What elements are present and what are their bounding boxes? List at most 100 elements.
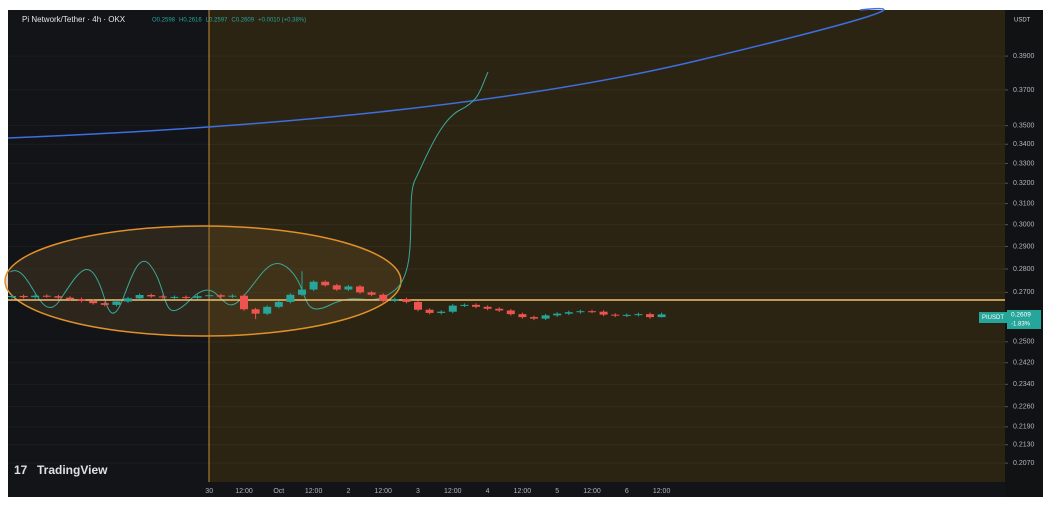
candle-body (356, 286, 364, 293)
y-tick-label: 0.3500 (1013, 122, 1035, 129)
candle-body (112, 301, 121, 305)
candle-body (100, 303, 109, 305)
y-tick-label: 0.2500 (1013, 339, 1035, 346)
y-tick-label: 0.2340 (1013, 381, 1035, 388)
candle-body (437, 311, 446, 313)
y-tick-label: 0.2700 (1013, 289, 1035, 296)
candle-body (448, 305, 457, 312)
x-tick-label: 12:00 (514, 488, 532, 495)
x-tick-label: 12:00 (583, 488, 601, 495)
candle-body (19, 295, 28, 298)
candle-body (31, 295, 40, 298)
candle-body (332, 285, 341, 290)
y-tick-label: 0.3200 (1013, 180, 1035, 187)
y-tick-label: 0.2190 (1013, 424, 1035, 431)
y-tick-label: 0.2900 (1013, 243, 1035, 250)
candle-body (588, 311, 596, 313)
candle-body (576, 311, 585, 313)
x-tick-label: 5 (555, 488, 559, 495)
y-tick-label: 0.3000 (1013, 222, 1035, 229)
candle-body (367, 292, 376, 295)
legend-value: +0.0010 (+0.38%) (258, 18, 306, 24)
candle-body (240, 295, 248, 310)
candle-body (506, 310, 515, 315)
y-tick-label: 0.2260 (1013, 404, 1035, 411)
ohlc-legend: O0.2598 H0.2616 L0.2597 C0.2609 +0.0010 (+0.… (152, 18, 306, 24)
candle-body (472, 304, 480, 307)
symbol-label: PIUSDT (982, 315, 1004, 321)
ellipse-drawing (4, 225, 402, 337)
chart-title: Pi Network/Tether · 4h · OKX (22, 15, 126, 24)
legend-value: L0.2597 (206, 18, 228, 24)
y-tick-label: 0.3700 (1013, 87, 1035, 94)
candles (8, 271, 666, 321)
y-tick-label: 0.2800 (1013, 266, 1035, 273)
candle-body (657, 314, 666, 318)
y-tick-label: 0.3100 (1013, 200, 1035, 207)
candle-body (425, 309, 434, 313)
grid (8, 55, 1005, 464)
candle-body (379, 294, 388, 301)
candle-body (228, 295, 237, 297)
y-tick-label: 0.3300 (1013, 160, 1035, 167)
candle-body (414, 301, 422, 310)
candle-body (124, 298, 132, 302)
y-tick-label: 0.2130 (1013, 442, 1035, 449)
candle-body (402, 299, 411, 302)
candle-body (344, 286, 353, 290)
candle-body (286, 294, 295, 302)
candle-body (483, 306, 492, 309)
legend-value: C0.2609 (231, 18, 254, 24)
x-tick-label: 3 (416, 488, 420, 495)
candle-body (298, 289, 306, 295)
x-tick-label: 12:00 (444, 488, 462, 495)
candle-body (251, 309, 260, 314)
candle-body (54, 296, 63, 298)
x-tick-label: 12:00 (653, 488, 671, 495)
candle-body (553, 313, 562, 316)
x-tick-label: 4 (486, 488, 490, 495)
candle-body (274, 301, 283, 307)
candle-body (634, 314, 643, 316)
price-change: -1.83% (1011, 322, 1031, 328)
candle-body (158, 296, 167, 298)
x-tick-label: 6 (625, 488, 629, 495)
candle-body (66, 297, 74, 300)
candle-body (263, 306, 272, 314)
candle-body (495, 308, 504, 311)
candle-body (622, 314, 631, 316)
candle-body (77, 299, 86, 301)
candle-body (8, 295, 16, 298)
watermark: TradingView (37, 463, 108, 477)
x-tick-label: 12:00 (305, 488, 323, 495)
y-tick-label: 0.3400 (1013, 141, 1035, 148)
candle-body (646, 314, 654, 318)
candle-body (541, 315, 550, 319)
candle-body (89, 300, 98, 304)
symbol-tag (979, 312, 1007, 323)
arc-curve (7, 7, 885, 139)
candle-body (390, 299, 399, 301)
candle-body (170, 296, 179, 298)
candle-body (564, 312, 573, 314)
x-tick-label: Oct (273, 488, 284, 495)
x-tick-label: 12:00 (374, 488, 392, 495)
y-tick-label: 0.2070 (1013, 460, 1035, 467)
x-tick-label: 2 (346, 488, 350, 495)
legend-value: H0.2616 (179, 18, 202, 24)
currency-label: USDT (1014, 18, 1031, 24)
shaded-zone (209, 10, 1005, 482)
watermark-logo: 17 (14, 463, 28, 477)
candle-body (205, 295, 214, 297)
price-axis-panel (1005, 10, 1043, 497)
candle-body (518, 314, 527, 318)
candle-body (611, 314, 620, 316)
price-tag (1007, 310, 1041, 329)
candle-body (182, 296, 190, 298)
candle-body (193, 296, 202, 298)
candle-body (135, 294, 144, 299)
last-price: 0.2609 (1011, 312, 1031, 319)
y-tick-label: 0.3900 (1013, 53, 1035, 60)
candle-body (309, 281, 318, 290)
legend-value: O0.2598 (152, 18, 176, 24)
